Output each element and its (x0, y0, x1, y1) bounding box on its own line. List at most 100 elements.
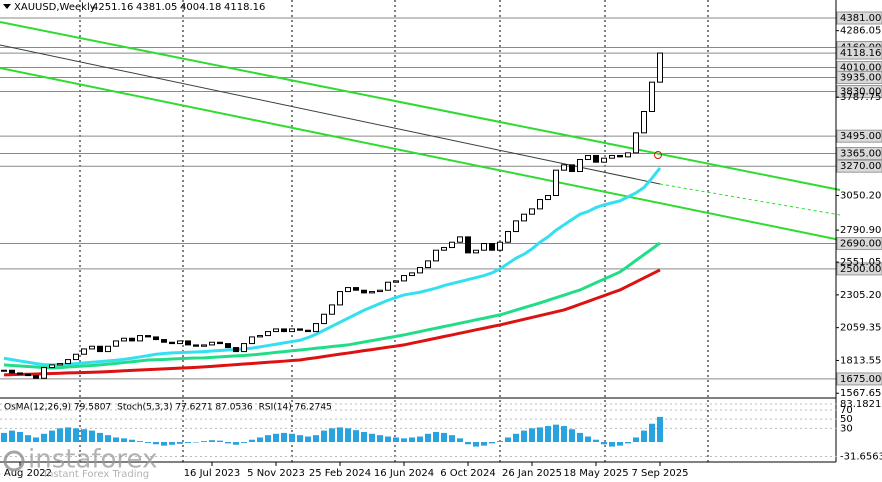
osma-bar (633, 437, 639, 443)
osma-bar (121, 438, 127, 443)
osma-bar (161, 442, 167, 446)
candle (273, 328, 279, 333)
osma-bar (353, 430, 359, 443)
candle (265, 331, 271, 337)
moving-average (3, 167, 662, 367)
menu-arrow[interactable] (3, 4, 11, 9)
level-label: 3270.00 (840, 161, 881, 172)
osma-bar (497, 441, 503, 443)
osc-tick-label: -31.6563 (840, 451, 882, 462)
osma-bar (385, 436, 391, 443)
ohlc-high: 4381.05 (136, 2, 177, 13)
candle (297, 328, 303, 331)
candle (545, 195, 551, 201)
osma-bar (145, 442, 151, 443)
candle (561, 164, 567, 171)
osma-bar (505, 437, 511, 443)
candle (65, 359, 71, 365)
osma-bar (177, 442, 183, 444)
level-box (836, 262, 882, 276)
candles (1, 52, 663, 379)
osma-bar (129, 439, 135, 443)
candle (281, 328, 287, 333)
osma-bar (73, 428, 79, 443)
candle (129, 337, 135, 342)
watermark-name: instaforex (28, 445, 157, 475)
osma-bar (81, 429, 87, 443)
candle (1, 369, 7, 372)
candle (81, 348, 87, 355)
candle (441, 247, 447, 251)
osma-bar (545, 426, 551, 443)
x-tick-label: 26 Jan 2025 (502, 468, 562, 479)
candle (41, 367, 47, 379)
candle (145, 335, 151, 338)
level-label: 3365.00 (840, 149, 881, 160)
candle (497, 241, 503, 251)
candle (577, 159, 583, 173)
osma-bar (521, 430, 527, 443)
candle (257, 335, 263, 338)
osma-bar (185, 442, 191, 443)
level-box (836, 147, 882, 161)
osma-bar (377, 435, 383, 443)
candle (185, 340, 191, 346)
candle (249, 336, 255, 345)
osma-bar (457, 438, 463, 443)
osma-bar (465, 442, 471, 445)
candle (49, 364, 55, 369)
level-box (836, 46, 882, 60)
candle (241, 343, 247, 353)
level-label: 3935.00 (840, 72, 881, 83)
watermark-tagline: Instant Forex Trading (44, 469, 149, 480)
osma-bar (601, 442, 607, 445)
level-box (836, 129, 882, 143)
osma-bar (649, 423, 655, 443)
x-tick-label: 6 Oct 2024 (440, 468, 495, 479)
osma-bar (345, 428, 351, 443)
level-label: 4381.00 (840, 13, 881, 24)
osma-bar (65, 427, 71, 443)
osma-bar (553, 424, 559, 443)
osma-bar (33, 437, 39, 443)
watermark: instaforex Instant Forex Trading (3, 445, 157, 480)
osma-bar (641, 430, 647, 443)
level-label: 1675.00 (840, 374, 881, 385)
candle (385, 281, 391, 291)
osma-bar (537, 427, 543, 443)
candle (337, 291, 343, 306)
candle (449, 241, 455, 249)
y-tick-label: 3050.20 (840, 191, 881, 202)
osma-bar (401, 438, 407, 443)
osma-bar (241, 442, 247, 443)
y-tick-label: 2059.35 (840, 323, 881, 334)
candle (217, 341, 223, 345)
x-tick-label: 7 Sep 2025 (631, 468, 688, 479)
osma-bar (57, 428, 63, 443)
osma-bar (569, 429, 575, 443)
osma-bar (409, 437, 415, 443)
level-label: 3495.00 (840, 131, 881, 142)
osma-bar (9, 430, 15, 443)
y-tick-label: 3787.75 (840, 92, 881, 103)
osma-bar (441, 432, 447, 443)
level-label: 2500.00 (840, 264, 881, 275)
osma-bar (529, 428, 535, 443)
osma-bar (321, 430, 327, 443)
osma-bar (617, 442, 623, 446)
osma-bar (281, 432, 287, 443)
osma-bar (297, 435, 303, 443)
ohlc-low: 4004.18 (180, 2, 221, 13)
candle (313, 323, 319, 333)
level-box (836, 159, 882, 173)
candle (73, 353, 79, 361)
osma-bar (561, 426, 567, 443)
moving-average (3, 268, 661, 377)
osma-bar (481, 442, 487, 446)
x-tick-label: 25 Feb 2024 (309, 468, 371, 479)
osma-bar (257, 437, 263, 443)
x-tick-label: 5 Nov 2023 (247, 468, 305, 479)
osma-bar (337, 427, 343, 443)
y-tick-label: 4286.05 (840, 26, 881, 37)
osma-bar (473, 442, 479, 447)
